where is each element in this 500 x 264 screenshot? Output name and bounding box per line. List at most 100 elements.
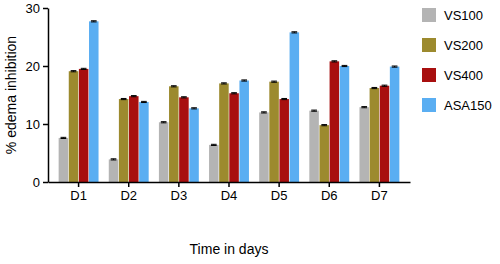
x-tick: D3 <box>171 182 188 203</box>
bar <box>69 71 79 182</box>
error-bar <box>392 66 398 67</box>
bar <box>319 125 329 182</box>
legend-item: VS200 <box>422 38 483 53</box>
x-tick-label: D4 <box>221 188 238 203</box>
x-tick: D5 <box>271 182 288 203</box>
y-axis-line <box>48 9 50 183</box>
y-tick-label: 10 <box>26 117 40 132</box>
error-bar <box>361 107 367 108</box>
bar <box>159 122 169 182</box>
bar <box>279 99 289 182</box>
bar <box>290 32 300 182</box>
y-axis: 0 10 20 30 <box>26 1 49 190</box>
y-tick-label: 30 <box>26 1 40 16</box>
series <box>79 61 389 182</box>
error-bar <box>371 87 377 88</box>
x-axis-title: Time in days <box>190 241 269 257</box>
x-tick-mark <box>228 182 230 187</box>
x-axis: D1 D2 D3 D4 D5 D6 D7 <box>49 182 411 203</box>
y-tick-mark <box>43 182 48 184</box>
series <box>59 107 369 182</box>
y-tick: 20 <box>26 59 48 74</box>
x-tick-mark <box>128 182 130 187</box>
x-tick-label: D5 <box>271 188 288 203</box>
y-tick: 30 <box>26 1 48 16</box>
error-bar <box>161 122 167 123</box>
error-bar <box>141 101 147 102</box>
x-tick: D2 <box>120 182 137 203</box>
error-bar <box>71 71 77 72</box>
error-bar <box>331 61 337 62</box>
x-tick-label: D2 <box>120 188 137 203</box>
x-tick-mark <box>329 182 331 187</box>
x-tick: D4 <box>221 182 238 203</box>
bar <box>259 112 269 182</box>
bar <box>340 66 350 182</box>
bar <box>89 21 99 182</box>
legend-swatch <box>422 8 436 22</box>
y-tick-label: 20 <box>26 59 40 74</box>
legend-swatch <box>422 68 436 82</box>
error-bar <box>261 112 267 113</box>
y-tick-mark <box>43 8 48 10</box>
bar <box>219 83 229 182</box>
x-tick-label: D6 <box>321 188 338 203</box>
bar <box>189 108 199 182</box>
y-axis-title: % edema inhibition <box>3 36 19 154</box>
bar <box>390 67 400 182</box>
x-tick-label: D1 <box>70 188 87 203</box>
error-bar <box>111 159 117 160</box>
bar <box>139 102 149 182</box>
x-tick-mark <box>379 182 381 187</box>
error-bar <box>342 65 348 66</box>
series <box>89 21 399 182</box>
error-bar <box>171 86 177 87</box>
error-bar <box>61 137 67 138</box>
error-bar <box>131 96 137 97</box>
bar <box>370 88 380 182</box>
y-tick-label: 0 <box>33 175 40 190</box>
x-tick: D7 <box>371 182 388 203</box>
bar <box>269 82 279 182</box>
legend: VS100 VS200 VS400 ASA150 <box>422 8 492 113</box>
y-tick: 0 <box>33 175 48 190</box>
bars <box>59 21 400 182</box>
legend-item: VS100 <box>422 8 483 23</box>
error-bar <box>382 85 388 86</box>
error-bar <box>221 83 227 84</box>
x-tick-label: D3 <box>171 188 188 203</box>
legend-label: VS100 <box>444 8 483 23</box>
error-bar <box>321 125 327 126</box>
bar <box>129 96 139 182</box>
error-bar <box>121 98 127 99</box>
y-tick-mark <box>43 124 48 126</box>
bar <box>209 145 219 182</box>
legend-swatch <box>422 98 436 112</box>
bar <box>79 69 89 182</box>
x-tick-mark <box>78 182 80 187</box>
x-tick: D6 <box>321 182 338 203</box>
legend-label: VS400 <box>444 68 483 83</box>
y-tick-mark <box>43 66 48 68</box>
error-bar <box>191 108 197 109</box>
error-bar <box>241 80 247 81</box>
error-bar <box>181 97 187 98</box>
error-bar <box>311 110 317 111</box>
x-tick-label: D7 <box>371 188 388 203</box>
error-bar <box>291 32 297 33</box>
legend-label: VS200 <box>444 38 483 53</box>
bar <box>380 86 390 182</box>
error-bar <box>81 68 87 69</box>
y-tick: 10 <box>26 117 48 132</box>
bar <box>119 99 129 182</box>
bar <box>239 81 249 183</box>
error-bar <box>231 93 237 94</box>
x-tick: D1 <box>70 182 87 203</box>
error-bar <box>271 81 277 82</box>
error-bar <box>91 21 97 22</box>
plot-area: 0 10 20 30 D1 D2 D3 D4 D5 D6 D7 <box>26 1 411 204</box>
x-tick-mark <box>178 182 180 187</box>
legend-label: ASA150 <box>444 98 492 113</box>
x-tick-mark <box>278 182 280 187</box>
bar <box>330 61 340 182</box>
